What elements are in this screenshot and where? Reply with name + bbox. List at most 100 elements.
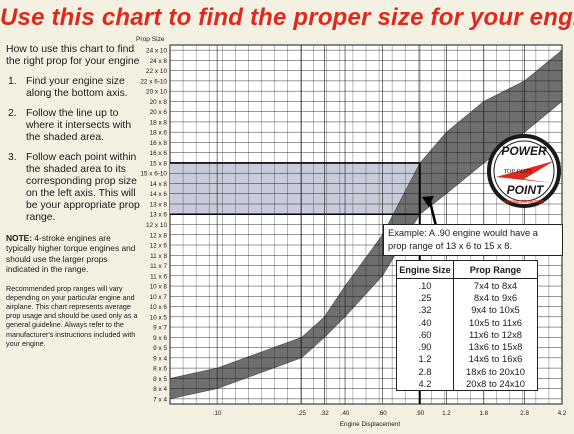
y-tick-label: 7 x 4 [153,396,167,403]
y-tick-label: 10 x 8 [150,284,168,291]
page-title: Use this chart to find the proper size f… [0,4,574,31]
y-tick-label: 11 x 7 [150,263,167,270]
x-tick-label: .25 [297,410,306,417]
example-arrow-head [421,196,434,207]
step-number: 3. [8,152,17,163]
step-number: 2. [8,108,17,119]
engine-size-cell: 2.8 [396,365,454,378]
y-tick-label: 22 x 6-10 [140,78,167,85]
prop-range-cell: 20x8 to 24x10 [466,378,525,390]
x-tick-label: .32 [320,410,329,417]
engine-size-cell: .60 [396,328,454,341]
y-tick-label: 20 x 10 [146,89,167,96]
table-row: .90 13x6 to 15x8 [396,340,538,353]
x-tick-label: 2.8 [520,410,529,417]
x-tick-label: 1.8 [480,410,489,417]
prop-range-cell: 13x6 to 15x8 [468,341,523,353]
instruction-step-3: 3. Follow each point within the shaded a… [6,152,142,224]
prop-range-cell: 7x4 to 8x4 [473,279,518,291]
y-tick-label: 8 x 5 [153,376,167,383]
instruction-step-2: 2. Follow the line up to where it inters… [6,108,142,144]
y-tick-label: 9 x 7 [153,325,167,332]
table-row: .60 11x6 to 12x8 [396,328,538,341]
table-row: 2.8 18x6 to 20x10 [396,365,538,378]
logo-brand-text: TOP FLITE [504,169,533,175]
engine-size-cell: .25 [396,291,454,304]
engine-size-cell: 1.2 [396,352,454,366]
engine-size-cell: .10 [396,278,454,292]
step-text: Follow the line up to where it intersect… [26,108,132,143]
y-tick-label: 20 x 6 [150,109,168,116]
engine-size-cell: .40 [396,315,454,329]
y-tick-label: 18 x 8 [150,119,168,126]
instruction-step-1: 1. Find your engine size along the botto… [6,76,142,100]
note-label: NOTE: [6,233,33,243]
x-tick-label: 1.2 [442,410,451,417]
example-arrow-shaft [428,200,438,227]
prop-range-table: Engine Size Prop Range .10 7x4 to 8x4 .25 8… [396,260,538,391]
table-row: .25 8x4 to 9x6 [396,291,538,304]
y-tick-label: 18 x 6 [150,130,168,137]
engine-size-header: Engine Size [396,260,454,279]
y-tick-label: 9 x 5 [153,345,167,352]
table-row: 1.2 14x6 to 16x6 [396,352,538,366]
x-axis-title: Engine Displacement [340,421,401,428]
y-tick-label: 11 x 6 [150,273,167,280]
y-tick-label: 12 x 8 [150,232,168,239]
engine-size-cell: 4.2 [396,377,454,391]
prop-range-cell: 14x6 to 16x6 [468,353,523,365]
y-tick-label: 14 x 6 [150,191,168,198]
x-tick-label: .90 [416,410,425,417]
y-tick-label: 10 x 7 [150,294,168,301]
y-tick-label: 13 x 8 [150,201,168,208]
y-tick-label: 24 x 10 [146,48,167,55]
power-point-logo: POWER POINT TOP FLITE ADVANCED DESIGN [487,134,561,208]
disclaimer: Recommended prop ranges will vary depend… [6,283,138,348]
example-callout: Example: A .90 engine would have a prop … [383,224,563,256]
y-tick-label: 9 x 6 [153,335,167,342]
y-tick-label: 15 x 6-10 [140,171,167,178]
table-row: .32 9x4 to 10x5 [396,303,538,316]
y-tick-label: 16 x 6 [150,150,168,157]
x-tick-label: .10 [213,410,222,417]
table-row: .40 10x5 to 11x6 [396,315,538,329]
y-tick-label: 14 x 8 [150,181,168,188]
instructions-panel: How to use this chart to find the right … [6,44,142,348]
table-header-row: Engine Size Prop Range [396,260,538,279]
example-highlight [170,162,420,215]
instructions-heading: How to use this chart to find the right … [6,44,140,67]
logo-bottom-text: POINT [507,183,545,197]
engine-size-cell: .32 [396,303,454,316]
engine-size-cell: .90 [396,340,454,353]
y-tick-label: 11 x 8 [150,253,167,260]
table-row: 4.2 20x8 to 24x10 [396,377,538,391]
prop-range-cell: 10x5 to 11x6 [469,316,522,328]
y-tick-label: 24 x 8 [150,58,168,65]
y-tick-label: 20 x 8 [150,99,168,106]
logo-sub-text: ADVANCED DESIGN [504,199,545,204]
y-tick-label: 12 x 6 [150,243,168,250]
y-tick-label: 15 x 8 [150,160,168,167]
x-tick-label: 4.2 [558,410,567,417]
note-text: 4-stroke engines are typically higher to… [6,233,136,275]
y-tick-label: 10 x 5 [150,314,168,321]
x-tick-label: .40 [341,410,350,417]
y-tick-label: 16 x 8 [150,140,168,147]
y-tick-label: 10 x 6 [150,304,168,311]
logo-top-text: POWER [501,144,547,158]
y-tick-label: 12 x 10 [146,222,167,229]
prop-range-header: Prop Range [453,260,538,279]
prop-range-cell: 11x6 to 12x8 [469,328,522,340]
step-number: 1. [8,76,17,87]
x-tick-label: .60 [378,410,387,417]
prop-range-cell: 9x4 to 10x5 [471,304,520,316]
step-text: Find your engine size along the bottom a… [26,76,128,99]
y-axis-title: Prop Size [136,36,165,43]
y-tick-label: 22 x 10 [146,68,167,75]
note: NOTE: 4-stroke engines are typically hig… [6,233,142,275]
prop-range-cell: 8x4 to 9x6 [473,291,518,303]
prop-range-cell: 18x6 to 20x10 [466,365,525,377]
y-tick-label: 9 x 4 [153,355,167,362]
y-tick-label: 13 x 6 [150,212,168,219]
table-row: .10 7x4 to 8x4 [396,278,538,292]
